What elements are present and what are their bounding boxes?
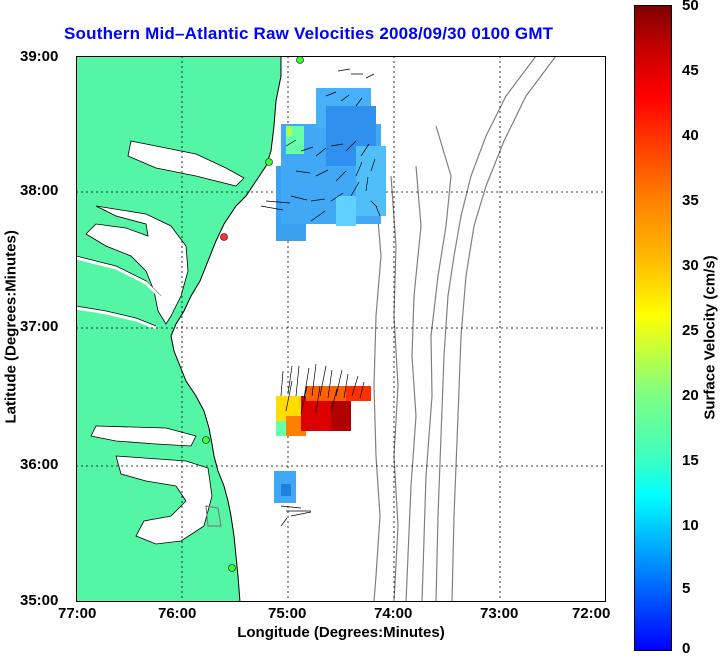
albemarle-sound: [90, 425, 197, 447]
colorbar-tick: 25: [682, 322, 699, 339]
station-markers: [202, 56, 304, 572]
station-marker: [296, 56, 304, 64]
y-tick-label: 36:00: [20, 456, 59, 473]
x-tick-label: 74:00: [374, 605, 413, 622]
delaware-bay: [127, 140, 245, 187]
colorbar-tick: 35: [682, 192, 699, 209]
velocity-arrows-central: [280, 363, 365, 415]
chesapeake-bay: [85, 205, 189, 325]
station-marker: [228, 564, 236, 572]
velocity-field-south: [274, 471, 296, 503]
x-tick-label: 72:00: [572, 605, 611, 622]
y-axis-label: Latitude (Degrees:Minutes): [2, 230, 20, 424]
colorbar-tick: 30: [682, 257, 699, 274]
station-marker: [202, 436, 210, 444]
colorbar-tick: 10: [682, 517, 699, 534]
y-tick-label: 35:00: [20, 592, 59, 609]
station-marker: [220, 233, 228, 241]
map-svg: [75, 55, 606, 603]
x-tick-label: 76:00: [158, 605, 197, 622]
colorbar-tick: 40: [682, 127, 699, 144]
colorbar-tick: 50: [682, 0, 699, 14]
y-tick-label: 37:00: [20, 318, 59, 335]
colorbar-tick: 45: [682, 62, 699, 79]
x-tick-label: 73:00: [480, 605, 519, 622]
map-title: Southern Mid–Atlantic Raw Velocities 200…: [64, 24, 554, 43]
river-channel-2: [75, 256, 163, 330]
colorbar-tick: 0: [682, 640, 691, 657]
velocity-arrows-north: [260, 68, 381, 222]
x-axis-label: Longitude (Degrees:Minutes): [237, 624, 445, 641]
x-tick-label: 77:00: [58, 605, 97, 622]
colorbar-tick: 15: [682, 452, 699, 469]
velocity-arrows-south: [280, 505, 312, 527]
velocity-field-north: [276, 88, 386, 241]
axes-frame: [76, 56, 606, 602]
colorbar-label: Surface Velocity (cm/s): [701, 255, 719, 420]
colorbar-tick: 20: [682, 387, 699, 404]
colorbar-tick: 5: [682, 580, 691, 597]
y-tick-label: 39:00: [20, 48, 59, 65]
station-marker: [265, 158, 273, 166]
x-tick-label: 75:00: [268, 605, 307, 622]
pamlico-sound: [115, 455, 213, 545]
y-tick-label: 38:00: [20, 182, 59, 199]
colorbar: [634, 5, 672, 651]
velocity-field-central: [276, 386, 371, 436]
map-plot-area: [75, 55, 606, 603]
